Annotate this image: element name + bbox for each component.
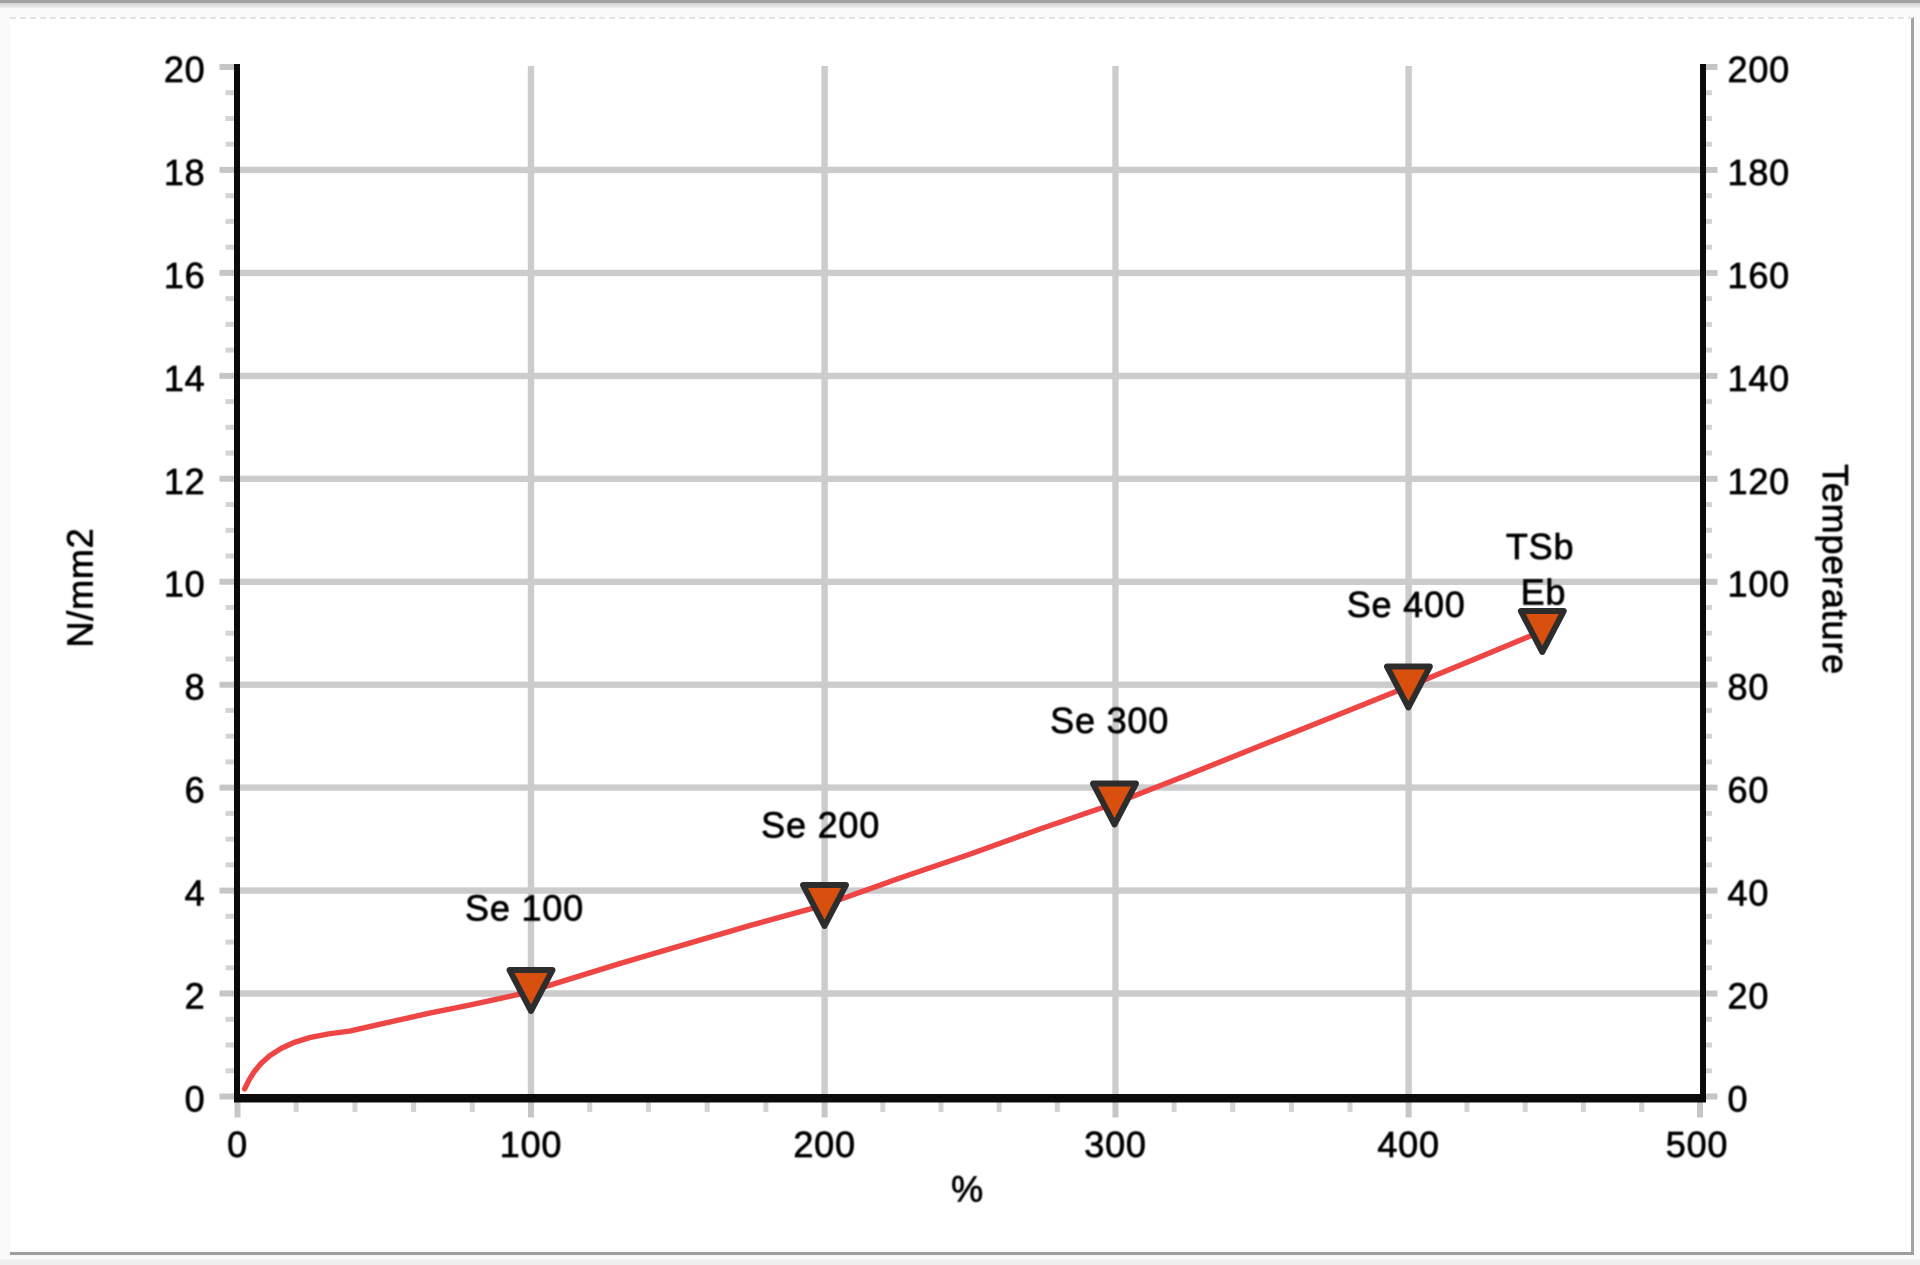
svg-text:60: 60 [1728, 770, 1770, 811]
svg-text:200: 200 [793, 1124, 855, 1165]
svg-text:120: 120 [1728, 461, 1790, 502]
svg-text:300: 300 [1084, 1124, 1146, 1165]
svg-text:20: 20 [164, 49, 206, 90]
svg-text:Se 400: Se 400 [1347, 584, 1466, 625]
svg-text:18: 18 [164, 152, 206, 193]
svg-text:400: 400 [1377, 1124, 1439, 1165]
svg-text:140: 140 [1728, 358, 1790, 399]
svg-text:Eb: Eb [1521, 572, 1567, 613]
svg-text:100: 100 [1728, 564, 1790, 605]
svg-text:500: 500 [1666, 1124, 1728, 1165]
svg-text:6: 6 [185, 770, 206, 811]
svg-text:0: 0 [227, 1124, 248, 1165]
svg-text:Se 100: Se 100 [465, 888, 584, 929]
svg-text:10: 10 [164, 564, 206, 605]
svg-text:160: 160 [1728, 255, 1790, 296]
svg-text:Se 300: Se 300 [1050, 700, 1169, 741]
svg-text:200: 200 [1728, 49, 1790, 90]
svg-text:12: 12 [164, 461, 206, 502]
svg-text:0: 0 [185, 1079, 206, 1120]
svg-text:100: 100 [500, 1124, 562, 1165]
svg-text:40: 40 [1728, 873, 1770, 914]
svg-text:80: 80 [1728, 667, 1770, 708]
svg-text:180: 180 [1728, 152, 1790, 193]
svg-text:Temperature: Temperature [1815, 464, 1856, 675]
svg-text:%: % [951, 1169, 984, 1210]
svg-text:8: 8 [185, 667, 206, 708]
svg-text:Se 200: Se 200 [761, 805, 880, 846]
svg-text:16: 16 [164, 255, 206, 296]
svg-text:4: 4 [185, 873, 206, 914]
svg-text:0: 0 [1728, 1079, 1749, 1120]
svg-text:20: 20 [1728, 976, 1770, 1017]
svg-text:14: 14 [164, 358, 206, 399]
svg-text:TSb: TSb [1506, 526, 1574, 567]
svg-text:N/mm2: N/mm2 [60, 528, 101, 648]
svg-text:2: 2 [185, 976, 206, 1017]
